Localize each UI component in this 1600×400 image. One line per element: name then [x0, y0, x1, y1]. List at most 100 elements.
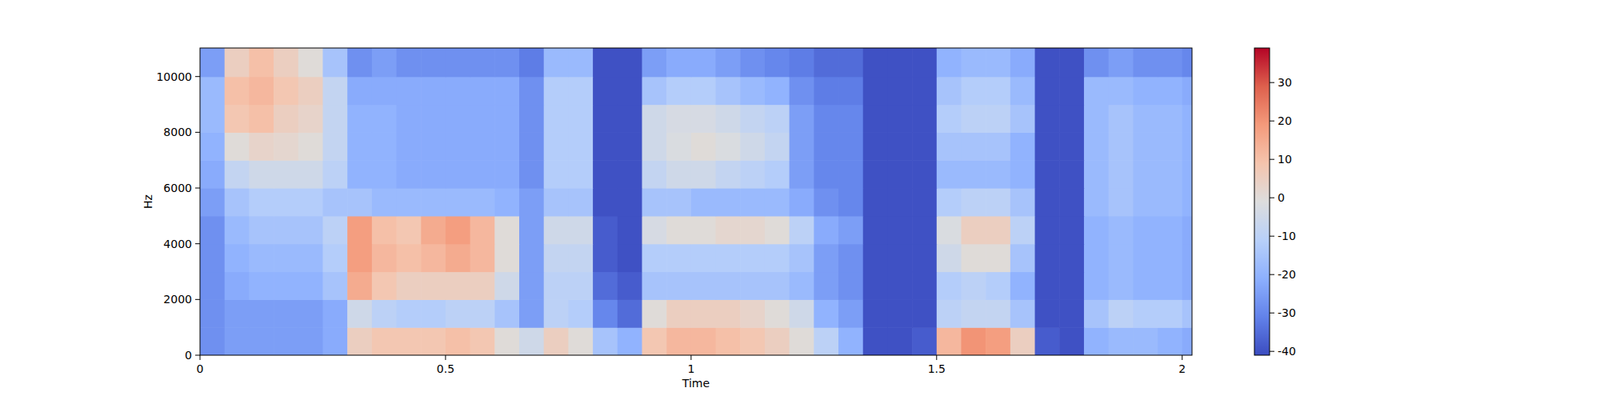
cell [691, 299, 716, 328]
cell [298, 104, 324, 133]
cell [347, 160, 372, 188]
cell [813, 48, 839, 77]
cell [347, 104, 372, 133]
cell [641, 272, 667, 300]
cell [568, 48, 593, 77]
y-tick [195, 76, 200, 77]
cell [912, 132, 937, 160]
cell [273, 48, 299, 77]
cell [887, 244, 912, 272]
cell [519, 132, 544, 160]
cell [1182, 216, 1192, 244]
cell [740, 216, 765, 244]
x-tick [936, 355, 937, 360]
cell [1182, 104, 1192, 133]
cell [544, 188, 569, 216]
cell [396, 327, 422, 356]
cell [666, 216, 692, 244]
y-tick [195, 355, 200, 356]
cell [789, 299, 815, 328]
cell [420, 76, 446, 105]
cell [936, 132, 962, 160]
cell [544, 104, 569, 133]
cell [420, 48, 446, 77]
cell [691, 104, 716, 133]
cell [544, 76, 569, 105]
cell [470, 160, 496, 188]
cell [936, 244, 962, 272]
cell [1157, 188, 1183, 216]
cell [322, 216, 348, 244]
cell [887, 160, 912, 188]
cell [1157, 48, 1183, 77]
cell [960, 299, 986, 328]
cell [224, 299, 250, 328]
cell [1035, 132, 1060, 160]
cell [789, 188, 815, 216]
cell [691, 244, 716, 272]
cell [494, 188, 520, 216]
cell [445, 244, 471, 272]
y-tick-label: 0 [184, 348, 192, 362]
cell [322, 188, 348, 216]
cell [1035, 160, 1060, 188]
cell [445, 48, 471, 77]
cell [617, 160, 643, 188]
cell [960, 216, 986, 244]
cell [985, 188, 1011, 216]
cell [617, 216, 643, 244]
cell [1157, 299, 1183, 328]
cell [592, 216, 618, 244]
cell [1157, 272, 1183, 300]
cell [200, 104, 225, 133]
cell [960, 188, 986, 216]
cell [420, 160, 446, 188]
cell [863, 160, 888, 188]
colorbar-tick [1269, 82, 1275, 84]
cell [912, 244, 937, 272]
cell [592, 132, 618, 160]
cell [248, 327, 274, 356]
colorbar-tick [1269, 236, 1275, 237]
cell [641, 104, 667, 133]
cell [740, 272, 765, 300]
cell [372, 76, 397, 105]
cell [912, 216, 937, 244]
cell [372, 216, 397, 244]
cell [347, 216, 372, 244]
cell [248, 299, 274, 328]
cell [838, 48, 864, 77]
cell [985, 160, 1011, 188]
cell [494, 48, 520, 77]
cell [764, 216, 790, 244]
cell [617, 48, 643, 77]
cell [789, 76, 815, 105]
cell [985, 48, 1011, 77]
cell [1182, 327, 1192, 356]
cell [470, 48, 496, 77]
cell [494, 216, 520, 244]
cell [347, 48, 372, 77]
cell [224, 76, 250, 105]
cell [912, 76, 937, 105]
cell [887, 299, 912, 328]
cell [1108, 76, 1134, 105]
cell [372, 327, 397, 356]
cell [1084, 104, 1109, 133]
cell [372, 244, 397, 272]
cell [716, 216, 741, 244]
cell [838, 76, 864, 105]
cell [568, 299, 593, 328]
cell [396, 104, 422, 133]
cell [838, 299, 864, 328]
cell [1157, 76, 1183, 105]
cell [666, 299, 692, 328]
cell [445, 188, 471, 216]
cell [863, 48, 888, 77]
cell [887, 327, 912, 356]
cell [1108, 104, 1134, 133]
cell [1157, 132, 1183, 160]
cell [298, 188, 324, 216]
cell [298, 76, 324, 105]
cell [617, 299, 643, 328]
